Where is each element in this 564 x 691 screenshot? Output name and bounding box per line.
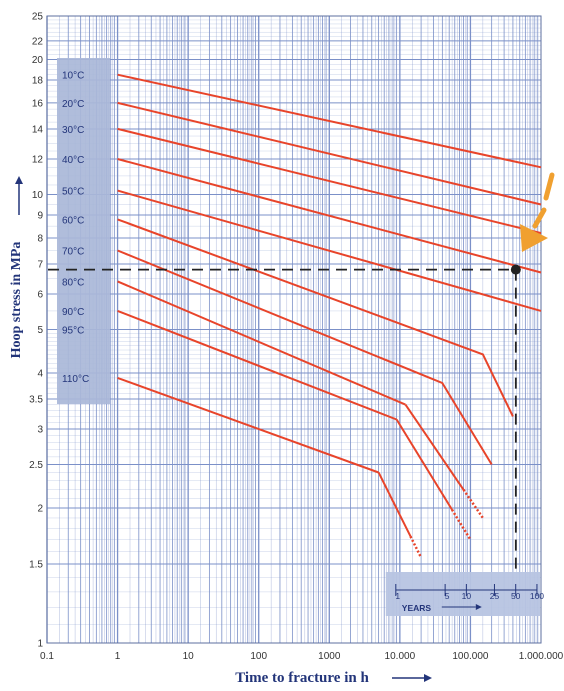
x-tick-label: 10 [183, 651, 195, 662]
series-line [117, 280, 406, 406]
temperature-label: 20°C [62, 99, 84, 110]
series-line [117, 309, 397, 421]
series-line-extrapolated [462, 488, 484, 519]
series-line [117, 127, 542, 235]
arrow-head [520, 224, 548, 252]
years-tick-label: 25 [490, 591, 500, 601]
orange-arrow-icon [520, 172, 555, 252]
temperature-label: 80°C [62, 277, 84, 288]
design-lines [48, 264, 521, 573]
x-tick-label: 0.1 [40, 651, 54, 662]
y-tick-label: 8 [37, 233, 43, 244]
temperature-labels: 10°C 20°C 30°C 40°C 50°C 60°C 70°C 80°C 90°C 95°C… [62, 71, 89, 385]
plot-frame [46, 15, 542, 644]
x-tick-label: 1.000.000 [519, 651, 564, 662]
years-tick-label: 50 [511, 591, 521, 601]
years-label: YEARS [402, 603, 432, 613]
series-line [377, 472, 412, 537]
series-line [117, 249, 493, 466]
temperature-label: 90°C [62, 307, 84, 318]
y-tick-label: 3 [37, 425, 43, 436]
years-panel [385, 572, 540, 616]
years-tick-label: 5 [445, 591, 450, 601]
temperature-label: 10°C [62, 71, 84, 82]
series-line [117, 218, 514, 417]
x-tick-label: 100.000 [452, 651, 489, 662]
y-tick-label: 5 [37, 325, 43, 336]
years-tick-label: 100 [530, 591, 544, 601]
years-tick-label: 1 [395, 591, 400, 601]
x-axis-label: Time to fracture in h [235, 670, 369, 686]
temperature-label: 60°C [62, 215, 84, 226]
series-lines [117, 73, 542, 559]
y-tick-label: 9 [37, 211, 43, 222]
y-tick-label: 20 [32, 55, 44, 66]
series-line [404, 404, 465, 491]
temperature-label: 30°C [62, 125, 84, 136]
x-axis-arrow-icon [392, 674, 432, 682]
y-axis-ticks: 1 1.5 2 2.5 3 3.5 4 5 6 7 8 9 10 12 14 16 18 20 22 25 [29, 12, 43, 650]
arrow-dash [532, 207, 547, 229]
series-line [117, 189, 542, 312]
temperature-label: 50°C [62, 187, 84, 198]
y-tick-label: 14 [32, 124, 44, 135]
temperature-label: 95°C [62, 326, 84, 337]
y-tick-label: 18 [32, 75, 44, 86]
series-line [117, 376, 379, 474]
temperature-label: 110°C [62, 374, 89, 385]
arrow-dash [543, 172, 555, 201]
y-tick-label: 6 [37, 289, 43, 300]
x-tick-label: 10.000 [385, 651, 416, 662]
series-line [395, 418, 453, 511]
years-tick-label: 10 [462, 591, 472, 601]
y-tick-label: 22 [32, 36, 44, 47]
y-tick-label: 10 [32, 190, 44, 201]
y-tick-label: 2 [37, 503, 43, 514]
temperature-label-panel [57, 58, 110, 404]
series-line-extrapolated [450, 508, 472, 541]
x-tick-label: 1000 [318, 651, 341, 662]
y-axis-arrow-icon [15, 176, 23, 215]
x-axis-ticks: 0.1 1 10 100 1000 10.000 100.000 1.000.000 [40, 651, 564, 662]
temperature-label: 40°C [62, 155, 84, 166]
x-tick-label: 100 [250, 651, 267, 662]
y-tick-label: 12 [32, 154, 44, 165]
years-arrow-head-icon [475, 604, 482, 610]
y-tick-label: 1.5 [29, 560, 43, 571]
y-tick-label: 16 [32, 98, 44, 109]
series-line [117, 101, 542, 206]
x-tick-label: 1 [115, 651, 121, 662]
series-line [117, 73, 542, 169]
years-scale: 1 5 10 25 50 100 YEARS [385, 572, 544, 616]
y-axis-label: Hoop stress in MPa [9, 242, 24, 359]
grid-major [46, 15, 541, 644]
y-tick-label: 4 [37, 368, 43, 379]
y-tick-label: 3.5 [29, 394, 43, 405]
series-line [117, 158, 542, 274]
y-tick-label: 25 [32, 12, 44, 23]
y-tick-label: 7 [37, 259, 43, 270]
y-tick-label: 1 [37, 639, 43, 650]
design-point-marker [510, 264, 521, 275]
temperature-label: 70°C [62, 247, 84, 258]
y-tick-label: 2.5 [29, 460, 43, 471]
